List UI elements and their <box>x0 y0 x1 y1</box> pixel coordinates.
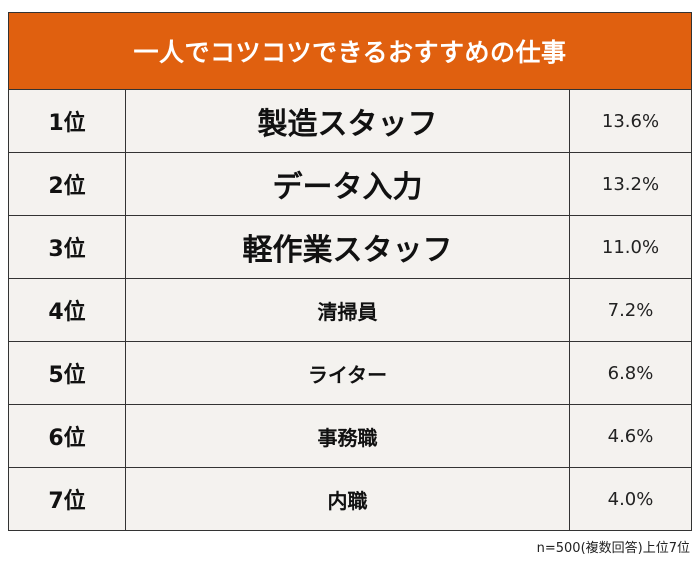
table-row: 4位 清掃員 7.2% <box>9 279 691 342</box>
job-cell: 軽作業スタッフ <box>126 216 570 278</box>
rank-cell: 2位 <box>9 153 126 215</box>
table-row: 7位 内職 4.0% <box>9 468 691 530</box>
ranking-table: 一人でコツコツできるおすすめの仕事 1位 製造スタッフ 13.6% 2位 データ… <box>8 12 692 531</box>
job-cell: データ入力 <box>126 153 570 215</box>
percent-cell: 4.0% <box>607 488 654 510</box>
rank-cell: 5位 <box>9 342 126 404</box>
table-title: 一人でコツコツできるおすすめの仕事 <box>9 13 691 90</box>
table-row: 5位 ライター 6.8% <box>9 342 691 405</box>
job-cell: 事務職 <box>126 405 570 467</box>
percent-cell: 6.8% <box>607 362 654 384</box>
rank-cell: 4位 <box>9 279 126 341</box>
table-row: 1位 製造スタッフ 13.6% <box>9 90 691 153</box>
sample-footnote: n=500(複数回答)上位7位 <box>536 541 690 556</box>
percent-cell: 7.2% <box>607 299 654 321</box>
job-cell: 内職 <box>126 468 570 530</box>
table-row: 3位 軽作業スタッフ 11.0% <box>9 216 691 279</box>
percent-cell: 4.6% <box>607 425 654 447</box>
percent-cell: 11.0% <box>601 236 660 258</box>
percent-cell: 13.2% <box>601 173 660 195</box>
percent-cell: 13.6% <box>601 110 660 132</box>
table-row: 6位 事務職 4.6% <box>9 405 691 468</box>
job-cell: 清掃員 <box>126 279 570 341</box>
rank-cell: 7位 <box>9 468 126 530</box>
job-cell: 製造スタッフ <box>126 90 570 152</box>
rank-cell: 1位 <box>9 90 126 152</box>
rank-cell: 6位 <box>9 405 126 467</box>
table-row: 2位 データ入力 13.2% <box>9 153 691 216</box>
rank-cell: 3位 <box>9 216 126 278</box>
job-cell: ライター <box>126 342 570 404</box>
